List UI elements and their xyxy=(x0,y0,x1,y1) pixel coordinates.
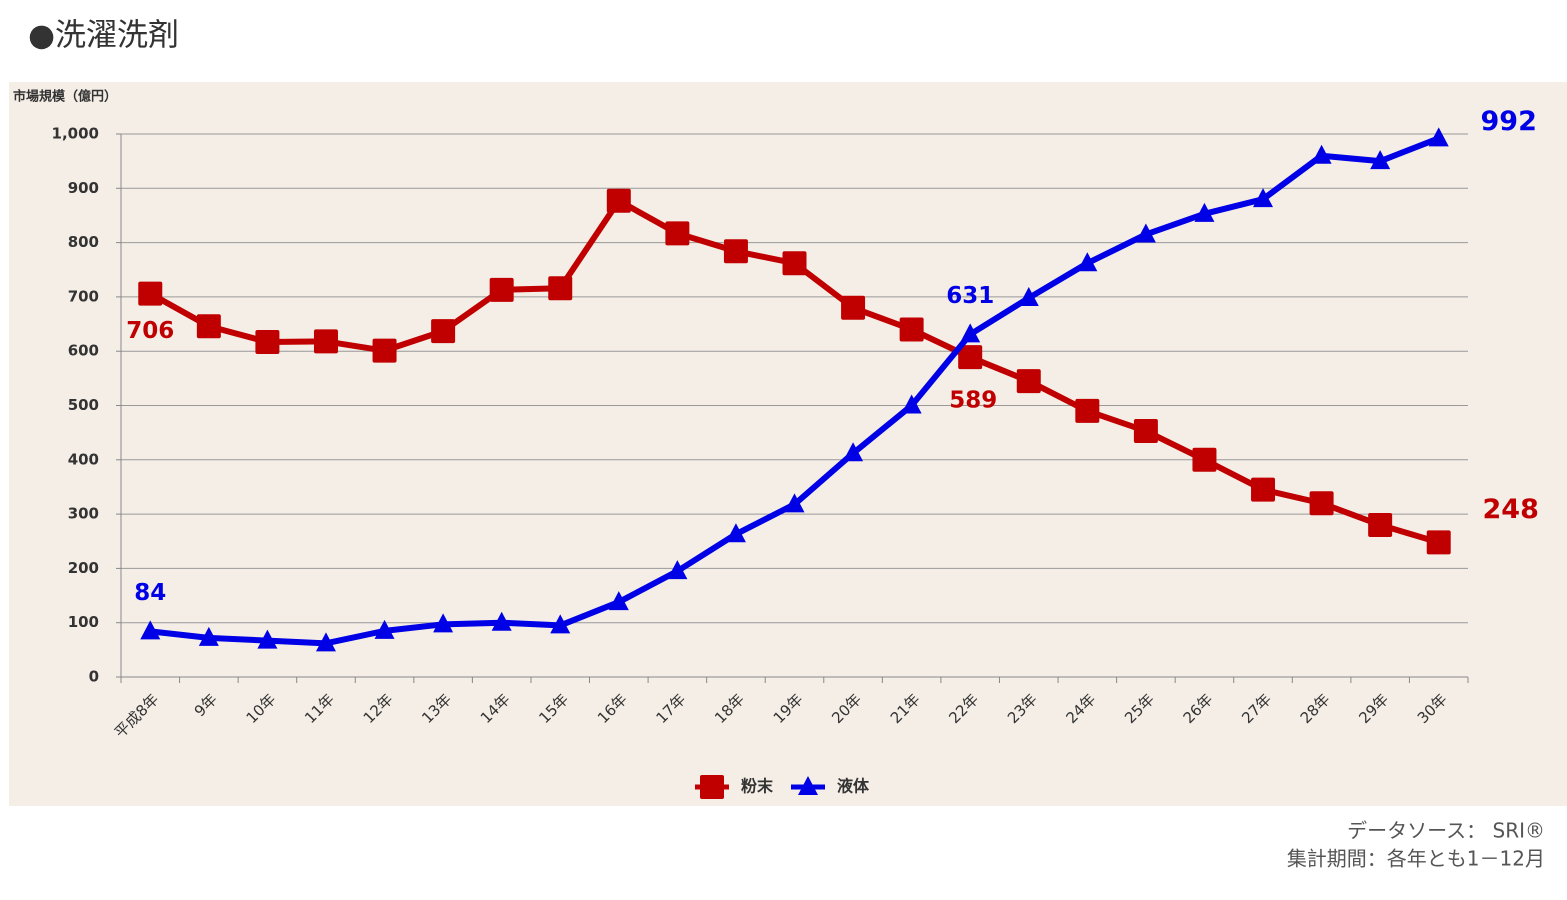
data-point xyxy=(608,591,629,611)
series: 706 589 248 xyxy=(126,188,1539,555)
y-tick-label: 1,000 xyxy=(52,125,99,143)
data-point xyxy=(374,619,395,639)
data-point xyxy=(899,317,924,342)
data-point xyxy=(1018,286,1039,306)
y-axis-title: 市場規模（億円） xyxy=(13,89,117,105)
data-point xyxy=(1253,188,1274,208)
y-tick-label: 800 xyxy=(68,233,99,251)
source-note: データソース： SRI® xyxy=(1347,819,1545,843)
data-point xyxy=(550,614,571,634)
data-point xyxy=(1426,530,1451,555)
data-point xyxy=(1135,223,1156,243)
data-point xyxy=(1428,127,1449,147)
data-point xyxy=(1016,369,1041,394)
data-point xyxy=(372,338,397,363)
data-point xyxy=(431,319,456,344)
data-point xyxy=(606,188,631,213)
data-point xyxy=(665,221,690,246)
data-point xyxy=(841,295,866,320)
data-point xyxy=(843,442,864,462)
data-point xyxy=(960,323,981,343)
legend-label: 粉末 xyxy=(741,777,774,796)
data-point xyxy=(489,277,514,302)
data-point xyxy=(1368,512,1393,537)
data-label: 84 xyxy=(134,580,166,606)
data-point xyxy=(958,345,983,370)
data-point xyxy=(140,620,161,640)
y-tick-label: 900 xyxy=(68,179,99,197)
data-point xyxy=(798,776,818,795)
page-title: ●洗濯洗剤 xyxy=(28,18,179,54)
data-point xyxy=(1192,447,1217,472)
data-point xyxy=(491,611,512,631)
data-point xyxy=(667,560,688,580)
y-tick-label: 300 xyxy=(68,505,99,523)
y-tick-label: 0 xyxy=(89,668,99,686)
legend-label: 液体 xyxy=(837,777,870,796)
series: 84 631 992 xyxy=(134,106,1537,652)
data-point xyxy=(784,493,805,513)
data-point xyxy=(700,775,724,799)
data-point xyxy=(313,329,338,354)
data-point xyxy=(196,314,221,339)
data-point xyxy=(1311,144,1332,164)
data-point xyxy=(1251,477,1276,502)
data-point xyxy=(1075,398,1100,423)
data-point xyxy=(138,281,163,306)
data-point xyxy=(782,251,807,276)
data-point xyxy=(1194,202,1215,222)
y-tick-label: 400 xyxy=(68,450,99,468)
data-point xyxy=(255,329,280,354)
data-label: 631 xyxy=(946,283,994,309)
chart-panel xyxy=(9,82,1567,806)
data-point xyxy=(725,523,746,543)
data-point xyxy=(257,629,278,649)
data-label: 248 xyxy=(1483,494,1539,525)
y-tick-label: 700 xyxy=(68,287,99,305)
data-label: 706 xyxy=(126,318,174,344)
data-label: 992 xyxy=(1481,106,1537,137)
data-label: 589 xyxy=(949,388,997,414)
y-tick-label: 100 xyxy=(68,613,99,631)
data-point xyxy=(315,632,336,652)
data-point xyxy=(901,394,922,414)
data-point xyxy=(198,626,219,646)
data-point xyxy=(723,239,748,264)
data-point xyxy=(548,276,573,301)
y-tick-label: 200 xyxy=(68,559,99,577)
data-point xyxy=(1133,419,1158,444)
data-point xyxy=(1309,491,1334,516)
y-tick-label: 500 xyxy=(68,396,99,414)
period-note: 集計期間：各年とも1－12月 xyxy=(1287,847,1545,871)
data-point xyxy=(433,613,454,633)
data-point xyxy=(1370,150,1391,170)
y-tick-label: 600 xyxy=(68,342,99,360)
data-point xyxy=(1077,252,1098,272)
